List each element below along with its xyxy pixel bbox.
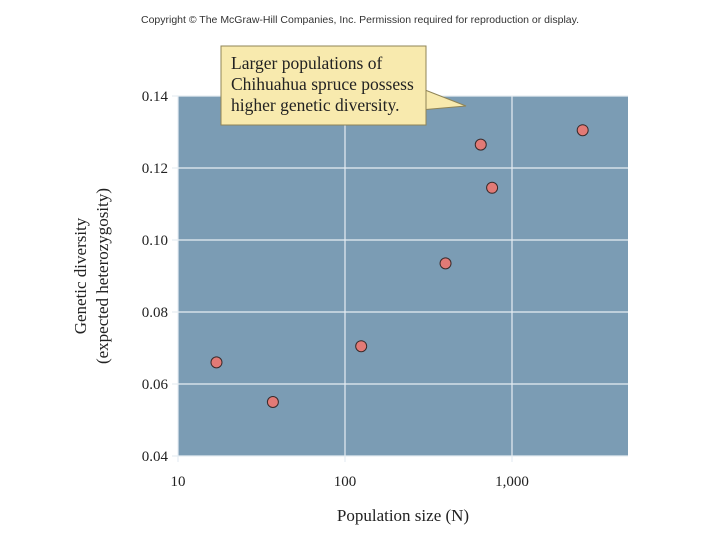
y-axis-title: Genetic diversity [71,217,90,334]
grid-lines [172,95,628,462]
y-tick-label: 0.06 [142,377,169,393]
data-point [439,257,452,270]
y-tick-label: 0.04 [142,449,169,465]
data-point [210,356,223,369]
x-axis-title: Population size (N) [337,506,469,525]
y-tick-label: 0.14 [142,89,169,105]
y-tick-label: 0.12 [142,161,168,177]
data-point [266,396,279,408]
x-axis-ticks: 10 100 1,000 [171,474,529,490]
data-point [576,124,589,137]
annotation-callout: Larger populations of Chihuahua spruce p… [220,45,467,126]
data-point [486,181,499,194]
copyright-notice: Copyright © The McGraw-Hill Companies, I… [140,14,580,26]
annotation-line: higher genetic diversity. [231,95,399,115]
data-point [474,138,487,151]
annotation-line: Chihuahua spruce possess [231,74,414,94]
callout-box [220,45,427,126]
y-tick-label: 0.08 [142,305,168,321]
plot-area [178,96,628,456]
data-points [210,124,589,408]
annotation-line: Larger populations of [231,53,382,73]
y-axis-ticks: 0.04 0.06 0.08 0.10 0.12 0.14 [142,89,169,465]
y-tick-label: 0.10 [142,233,168,249]
x-tick-label: 1,000 [495,474,529,490]
x-tick-label: 100 [334,474,357,490]
y-axis-subtitle: (expected heterozygosity) [93,188,112,364]
x-tick-label: 10 [171,474,186,490]
data-point [355,340,368,353]
